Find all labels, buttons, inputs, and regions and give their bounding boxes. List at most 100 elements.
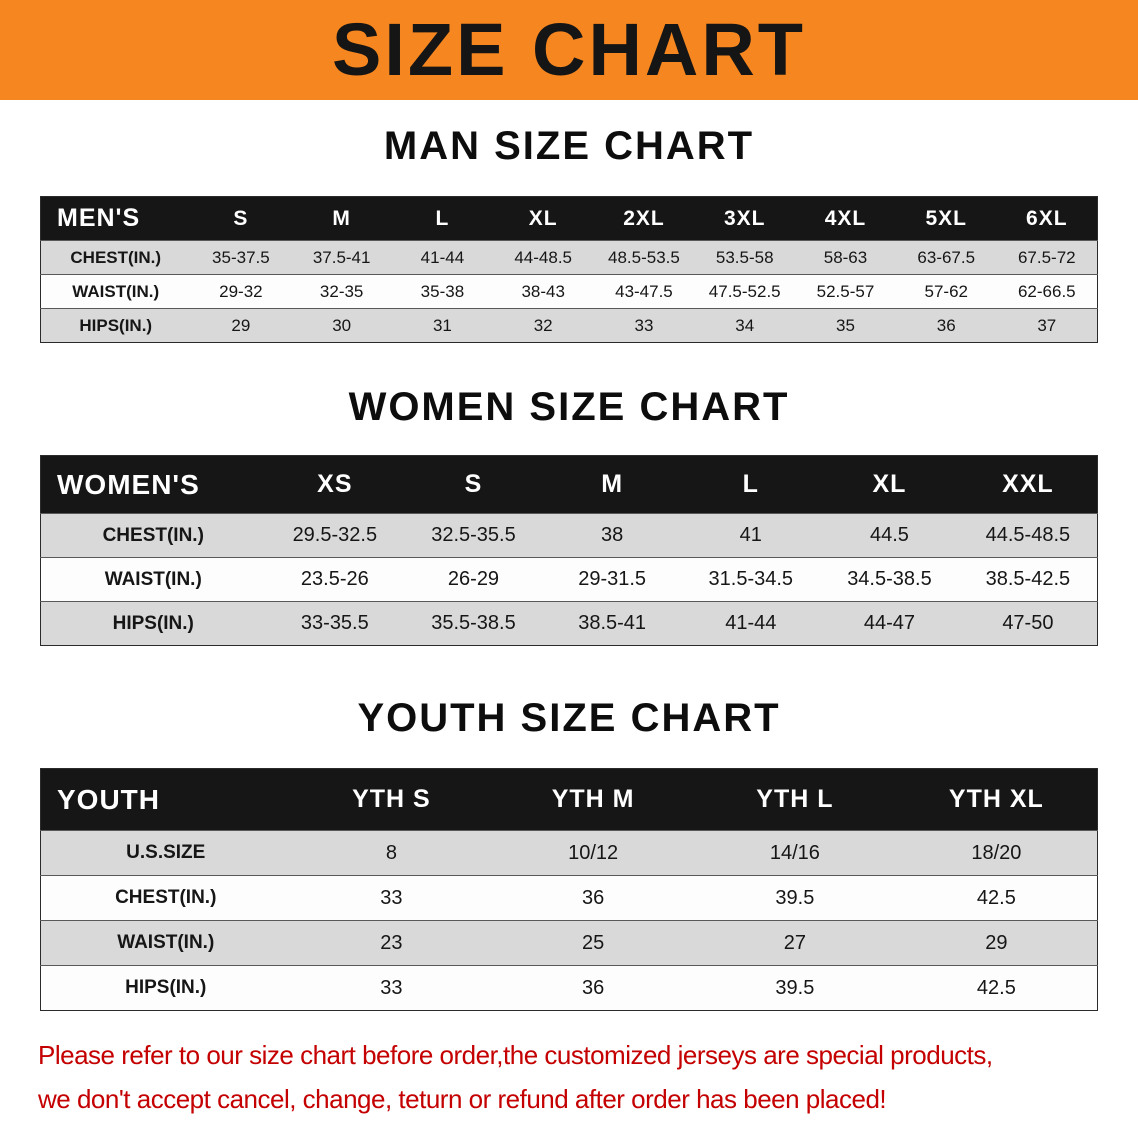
table-header-row: WOMEN'S XS S M L XL XXL (40, 455, 1098, 514)
table-row: HIPS(IN.) 33-35.5 35.5-38.5 38.5-41 41-44 44-… (40, 601, 1098, 646)
table-row: HIPS(IN.) 29 30 31 32 33 34 35 36 37 (40, 308, 1098, 343)
measurement-value: 33 (380, 976, 403, 999)
measurement-value: 14/16 (769, 841, 820, 864)
page-title: SIZE CHART (332, 8, 806, 91)
measurement-value: 39.5 (775, 976, 815, 999)
measurement-value: 29.5-32.5 (292, 524, 378, 546)
measurement-value: 38.5-41 (578, 612, 647, 634)
measurement-value: 39.5 (775, 886, 815, 909)
measurement-label: WAIST(IN.) (117, 932, 215, 953)
size-column-header: YTH M (492, 768, 694, 831)
size-column-header: 6XL (996, 196, 1098, 241)
measurement-value: 31.5-34.5 (708, 568, 794, 590)
table-row: WAIST(IN.) 29-32 32-35 35-38 38-43 43-47.5 47.… (40, 274, 1098, 309)
measurement-value: 36 (936, 315, 956, 335)
measurement-value: 57-62 (924, 281, 968, 301)
measurement-value: 32 (533, 315, 553, 335)
men-size-table: MEN'S S M L XL 2XL 3XL 4XL 5XL 6XL CHEST(IN.) 35-37… (40, 196, 1098, 343)
size-column-header: L (681, 455, 821, 514)
measurement-value: 26-29 (447, 568, 500, 590)
size-column-header: M (291, 196, 393, 241)
measurement-value: 44.5-48.5 (985, 524, 1071, 546)
measurement-value: 58-63 (823, 247, 868, 267)
measurement-value: 62-66.5 (1017, 281, 1076, 301)
measurement-value: 32-35 (319, 281, 364, 301)
measurement-value: 23.5-26 (300, 568, 369, 590)
table-row: WAIST(IN.) 23.5-26 26-29 29-31.5 31.5-34.5 34… (40, 557, 1098, 602)
measurement-value: 33 (634, 315, 654, 335)
measurement-label: HIPS(IN.) (112, 612, 194, 634)
measurement-value: 36 (582, 886, 605, 909)
size-column-header: S (190, 196, 292, 241)
measurement-value: 34.5-38.5 (847, 568, 932, 590)
measurement-value: 38.5-42.5 (985, 568, 1071, 590)
size-column-header: 4XL (795, 196, 896, 241)
measurement-value: 34 (735, 315, 755, 335)
table-corner-label: WOMEN'S (40, 455, 266, 514)
measurement-value: 41-44 (420, 247, 465, 267)
size-column-header: XL (820, 455, 959, 514)
measurement-value: 38-43 (521, 281, 565, 301)
measurement-label: CHEST(IN.) (115, 887, 217, 908)
measurement-value: 30 (332, 315, 352, 335)
table-corner-label: YOUTH (40, 768, 291, 831)
measurement-value: 31 (432, 315, 452, 335)
measurement-label: WAIST(IN.) (104, 568, 202, 590)
size-column-header: L (392, 196, 493, 241)
women-section-heading: WOMEN SIZE CHART (348, 385, 790, 429)
measurement-value: 47-50 (1002, 612, 1054, 634)
measurement-value: 8 (385, 841, 397, 864)
measurement-value: 33 (380, 886, 403, 909)
measurement-value: 44-47 (863, 612, 916, 634)
table-header-row: YOUTH YTH S YTH M YTH L YTH XL (40, 768, 1098, 831)
measurement-value: 47.5-52.5 (708, 281, 781, 301)
women-size-table: WOMEN'S XS S M L XL XXL CHEST(IN.) 29.5-32.5 32.5… (40, 455, 1098, 646)
measurement-value: 27 (783, 931, 806, 954)
measurement-value: 42.5 (976, 976, 1016, 999)
measurement-value: 67.5-72 (1017, 247, 1076, 267)
table-header-row: MEN'S S M L XL 2XL 3XL 4XL 5XL 6XL (40, 196, 1098, 241)
measurement-value: 48.5-53.5 (608, 247, 680, 267)
measurement-label: WAIST(IN.) (72, 281, 160, 301)
measurement-value: 37.5-41 (312, 247, 371, 267)
section-men-size-chart: MAN SIZE CHART MEN'S S M L XL 2XL 3XL 4XL 5XL 6XL… (0, 124, 1138, 343)
measurement-value: 29-32 (219, 281, 263, 301)
measurement-value: 35.5-38.5 (431, 612, 516, 634)
measurement-label: CHEST(IN.) (102, 524, 204, 546)
table-row: CHEST(IN.) 35-37.5 37.5-41 41-44 44-48.5 48.5… (40, 240, 1098, 275)
disclaimer-line-1: Please refer to our size chart before or… (38, 1040, 993, 1070)
measurement-value: 52.5-57 (816, 281, 875, 301)
measurement-label: U.S.SIZE (126, 842, 206, 863)
youth-section-heading: YOUTH SIZE CHART (357, 696, 781, 740)
size-column-header: 2XL (593, 196, 695, 241)
measurement-label: CHEST(IN.) (70, 247, 162, 267)
measurement-value: 44.5 (869, 524, 909, 546)
measurement-value: 32.5-35.5 (431, 524, 516, 546)
measurement-value: 23 (380, 931, 403, 954)
measurement-value: 33-35.5 (300, 612, 369, 634)
measurement-value: 35 (836, 315, 855, 335)
measurement-value: 35-38 (420, 281, 465, 301)
measurement-value: 29-31.5 (578, 568, 647, 590)
youth-size-table: YOUTH YTH S YTH M YTH L YTH XL U.S.SIZE 8 10/12… (40, 768, 1098, 1011)
measurement-value: 37 (1037, 315, 1057, 335)
table-row: HIPS(IN.) 33 36 39.5 42.5 (40, 965, 1098, 1011)
measurement-value: 44-48.5 (514, 247, 573, 267)
measurement-value: 35-37.5 (212, 247, 270, 267)
measurement-value: 38 (601, 524, 624, 546)
disclaimer-line-2: we don't accept cancel, change, teturn o… (38, 1084, 887, 1114)
measurement-value: 41 (739, 524, 762, 546)
measurement-value: 25 (582, 931, 605, 954)
size-column-header: YTH XL (895, 768, 1098, 831)
measurement-value: 42.5 (976, 886, 1016, 909)
size-column-header: YTH S (290, 768, 493, 831)
measurement-value: 29 (231, 315, 251, 335)
table-corner-label: MEN'S (40, 196, 191, 241)
banner: SIZE CHART (0, 0, 1138, 100)
measurement-value: 18/20 (971, 841, 1022, 864)
disclaimer-note: Please refer to our size chart before or… (38, 1033, 1100, 1121)
section-women-size-chart: WOMEN SIZE CHART WOMEN'S XS S M L XL XXL CHEST(… (0, 385, 1138, 646)
measurement-value: 63-67.5 (917, 247, 976, 267)
size-column-header: S (404, 455, 543, 514)
